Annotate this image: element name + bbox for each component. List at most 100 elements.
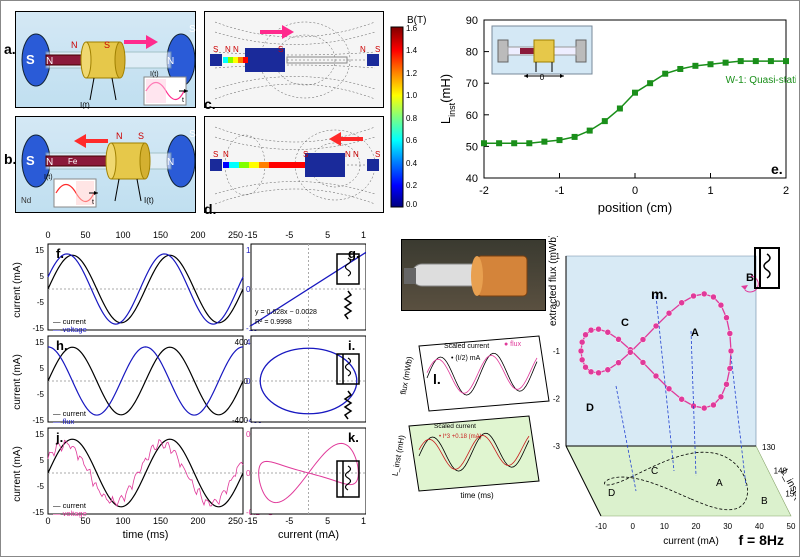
svg-text:-5: -5: [285, 230, 293, 240]
svg-text:30: 30: [723, 522, 732, 531]
svg-text:5: 5: [40, 364, 45, 373]
svg-text:f.: f.: [56, 246, 64, 261]
svg-text:1.4: 1.4: [406, 46, 418, 55]
svg-text:15: 15: [35, 430, 44, 439]
svg-text:0.0: 0.0: [406, 200, 418, 209]
svg-text:— voltage: — voltage: [53, 325, 87, 334]
svg-text:0: 0: [244, 377, 249, 386]
svg-text:1.0: 1.0: [406, 91, 418, 100]
svg-text:S: S: [138, 131, 144, 141]
svg-text:100: 100: [115, 230, 130, 240]
svg-text:N N: N N: [225, 45, 239, 54]
svg-text:current (mA): current (mA): [278, 529, 339, 541]
panel-label-a: a.: [4, 41, 16, 57]
svg-text:Scaled current: Scaled current: [434, 423, 476, 430]
svg-text:I(t): I(t): [144, 196, 154, 205]
svg-text:100: 100: [115, 516, 130, 526]
svg-text:— flux: — flux: [53, 417, 75, 426]
svg-text:50: 50: [466, 141, 478, 153]
svg-text:N: N: [46, 56, 53, 67]
svg-text:-5: -5: [285, 516, 293, 526]
svg-text:-5: -5: [37, 390, 45, 399]
svg-text:15: 15: [35, 338, 44, 347]
svg-text:-3: -3: [553, 442, 561, 451]
svg-text:0: 0: [45, 516, 50, 526]
svg-text:-400: -400: [232, 416, 249, 425]
svg-text:I(t): I(t): [44, 174, 53, 181]
panel-label-b: b.: [4, 151, 16, 167]
svg-text:N: N: [71, 40, 78, 50]
svg-text:0: 0: [540, 73, 545, 82]
svg-text:S: S: [303, 150, 308, 159]
svg-text:y = 0.628x − 0.0028: y = 0.628x − 0.0028: [255, 309, 317, 316]
svg-text:5: 5: [40, 456, 45, 465]
svg-text:-15: -15: [32, 508, 44, 517]
svg-text:0.6: 0.6: [406, 136, 418, 145]
svg-text:N: N: [167, 157, 174, 168]
svg-text:current (mA): current (mA): [663, 536, 719, 547]
svg-text:0: 0: [246, 469, 251, 478]
svg-text:B: B: [761, 496, 768, 507]
circuit-symbol-m: [749, 244, 785, 292]
svg-text:C: C: [621, 317, 629, 329]
svg-text:10: 10: [660, 522, 669, 531]
svg-text:A: A: [716, 478, 723, 489]
svg-text:D: D: [608, 488, 615, 499]
svg-text:250: 250: [228, 230, 243, 240]
panel-b: Fe S N N S N S Nd I(t) I(t) t: [15, 116, 196, 213]
svg-text:Nd: Nd: [21, 196, 31, 205]
svg-text:L_inst (mH): L_inst (mH): [391, 434, 407, 477]
svg-text:S: S: [213, 150, 218, 159]
svg-text:current (mA): current (mA): [12, 446, 23, 502]
svg-text:130: 130: [762, 443, 776, 452]
freq-label: f = 8Hz: [738, 532, 784, 548]
svg-text:S: S: [189, 129, 196, 140]
svg-text:200: 200: [190, 516, 205, 526]
svg-text:70: 70: [466, 78, 478, 90]
panel-m-photo: [401, 239, 546, 311]
svg-text:15: 15: [35, 246, 44, 255]
svg-text:S: S: [213, 45, 218, 54]
svg-text:0.4: 0.4: [406, 159, 418, 168]
svg-text:-2: -2: [553, 395, 561, 404]
svg-text:250: 250: [228, 516, 243, 526]
svg-text:D: D: [586, 402, 594, 414]
svg-text:C: C: [651, 466, 658, 477]
svg-text:N: N: [46, 157, 53, 168]
svg-text:5: 5: [325, 516, 330, 526]
svg-text:0: 0: [246, 285, 251, 294]
flux-d-svg: SN S N N S: [205, 117, 385, 214]
svg-text:-15: -15: [32, 324, 44, 333]
svg-text:50: 50: [787, 522, 796, 531]
svg-text:S: S: [26, 52, 35, 67]
svg-text:-15: -15: [244, 230, 257, 240]
svg-text:-2: -2: [479, 185, 489, 197]
svg-text:1: 1: [707, 185, 713, 197]
panel-c: S N N S N S: [204, 11, 384, 108]
svg-text:S: S: [278, 45, 283, 54]
svg-text:Fe: Fe: [68, 157, 78, 166]
svg-text:N: N: [360, 45, 366, 54]
svg-text:0: 0: [632, 185, 638, 197]
svg-text:-15: -15: [32, 416, 44, 425]
svg-text:40: 40: [466, 173, 478, 185]
svg-text:position (cm): position (cm): [598, 200, 672, 215]
panel-label-l: l.: [433, 371, 441, 387]
svg-text:5: 5: [325, 230, 330, 240]
svg-text:N: N: [116, 131, 123, 141]
svg-text:time (ms): time (ms): [460, 491, 494, 500]
svg-text:-10: -10: [595, 522, 607, 531]
svg-text:current (mA): current (mA): [12, 354, 23, 410]
panel-label-d: d.: [204, 201, 216, 217]
svg-text:N: N: [223, 150, 229, 159]
panel-label-c: c.: [204, 96, 216, 112]
svg-text:0: 0: [45, 230, 50, 240]
svg-text:N: N: [167, 56, 174, 67]
flux-c-svg: S N N S N S: [205, 12, 385, 109]
panel-label-m: m.: [651, 286, 667, 302]
svg-text:N N: N N: [345, 150, 359, 159]
svg-text:S: S: [26, 153, 35, 168]
panel-label-e: e.: [771, 161, 783, 177]
svg-text:j.: j.: [55, 430, 63, 445]
svg-text:-5: -5: [37, 298, 45, 307]
